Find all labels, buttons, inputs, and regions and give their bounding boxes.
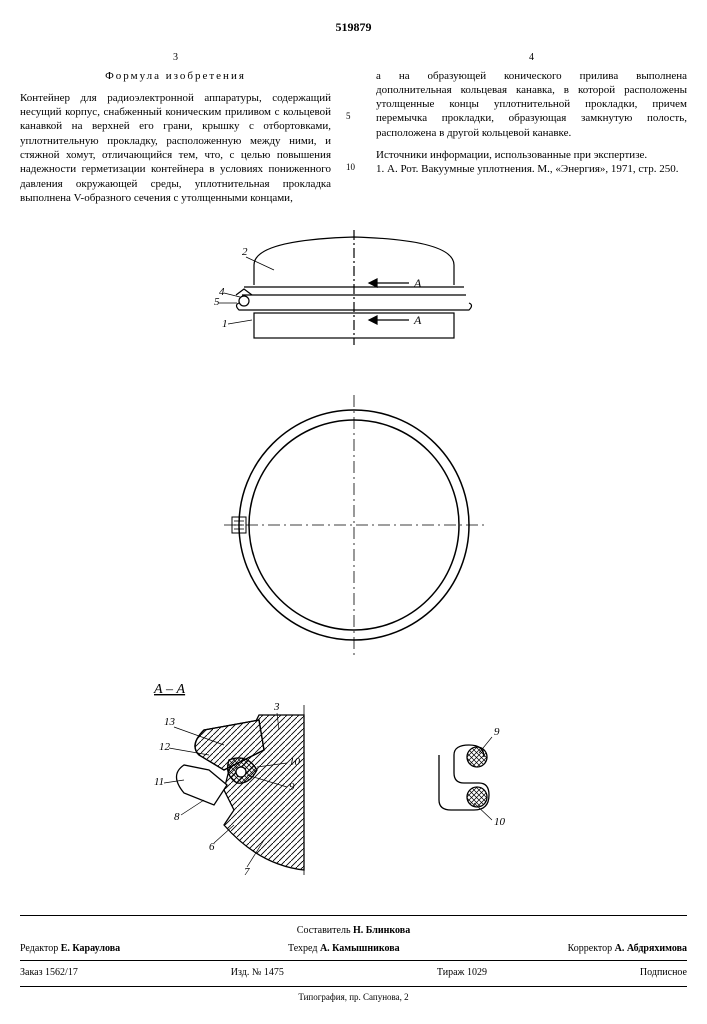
lbl-9a: 9	[289, 781, 295, 793]
label-4: 4	[219, 286, 225, 298]
label-A-top: А	[413, 276, 422, 290]
label-A-bot: А	[413, 313, 422, 327]
text-columns: 3 Формула изобретения Контейнер для ради…	[20, 51, 687, 206]
figure-plan-view	[214, 385, 494, 665]
figure-side-view: А А 2 4 5 1	[174, 225, 534, 375]
lbl-10b: 10	[494, 816, 506, 828]
figures-block: А А 2 4 5 1 А – А	[20, 225, 687, 895]
credits-row: Редактор Е. Караулова Техред А. Камышник…	[20, 940, 687, 957]
label-2: 2	[242, 246, 248, 258]
line-numbers: 5 10	[346, 51, 361, 206]
typography-line: Типография, пр. Сапунова, 2	[20, 992, 687, 1004]
footer-block: Составитель Н. Блинкова Редактор Е. Кара…	[20, 915, 687, 987]
lbl-12: 12	[159, 741, 171, 753]
label-1: 1	[222, 318, 228, 330]
lbl-7: 7	[244, 866, 250, 878]
source-1: 1. А. Рот. Вакуумные уплотнения. М., «Эн…	[376, 162, 687, 176]
lbl-9b: 9	[494, 726, 500, 738]
left-column: 3 Формула изобретения Контейнер для ради…	[20, 51, 331, 206]
line-num-5: 5	[346, 111, 361, 123]
lbl-10a: 10	[289, 756, 301, 768]
lbl-8: 8	[174, 811, 180, 823]
claim-text-left: Контейнер для радиоэлектронной аппаратур…	[20, 91, 331, 205]
compiler-row: Составитель Н. Блинкова	[20, 921, 687, 940]
col-num-left: 3	[20, 51, 331, 64]
sources-title: Источники информации, использованные при…	[376, 148, 687, 162]
col-num-right: 4	[376, 51, 687, 64]
lbl-11: 11	[154, 776, 164, 788]
figure-section: А – А 3 13 12 11 8 6	[129, 675, 579, 895]
right-column: 4 а на образующей конического прилива вы…	[376, 51, 687, 206]
lbl-13: 13	[164, 716, 176, 728]
claim-text-right: а на образующей конического прилива выпо…	[376, 69, 687, 140]
line-num-10: 10	[346, 162, 361, 174]
patent-number: 519879	[20, 20, 687, 36]
section-label: А – А	[153, 682, 186, 697]
lbl-3: 3	[273, 701, 280, 713]
label-5: 5	[214, 296, 220, 308]
print-row: Заказ 1562/17 Изд. № 1475 Тираж 1029 Под…	[20, 964, 687, 981]
formula-title: Формула изобретения	[20, 69, 331, 83]
